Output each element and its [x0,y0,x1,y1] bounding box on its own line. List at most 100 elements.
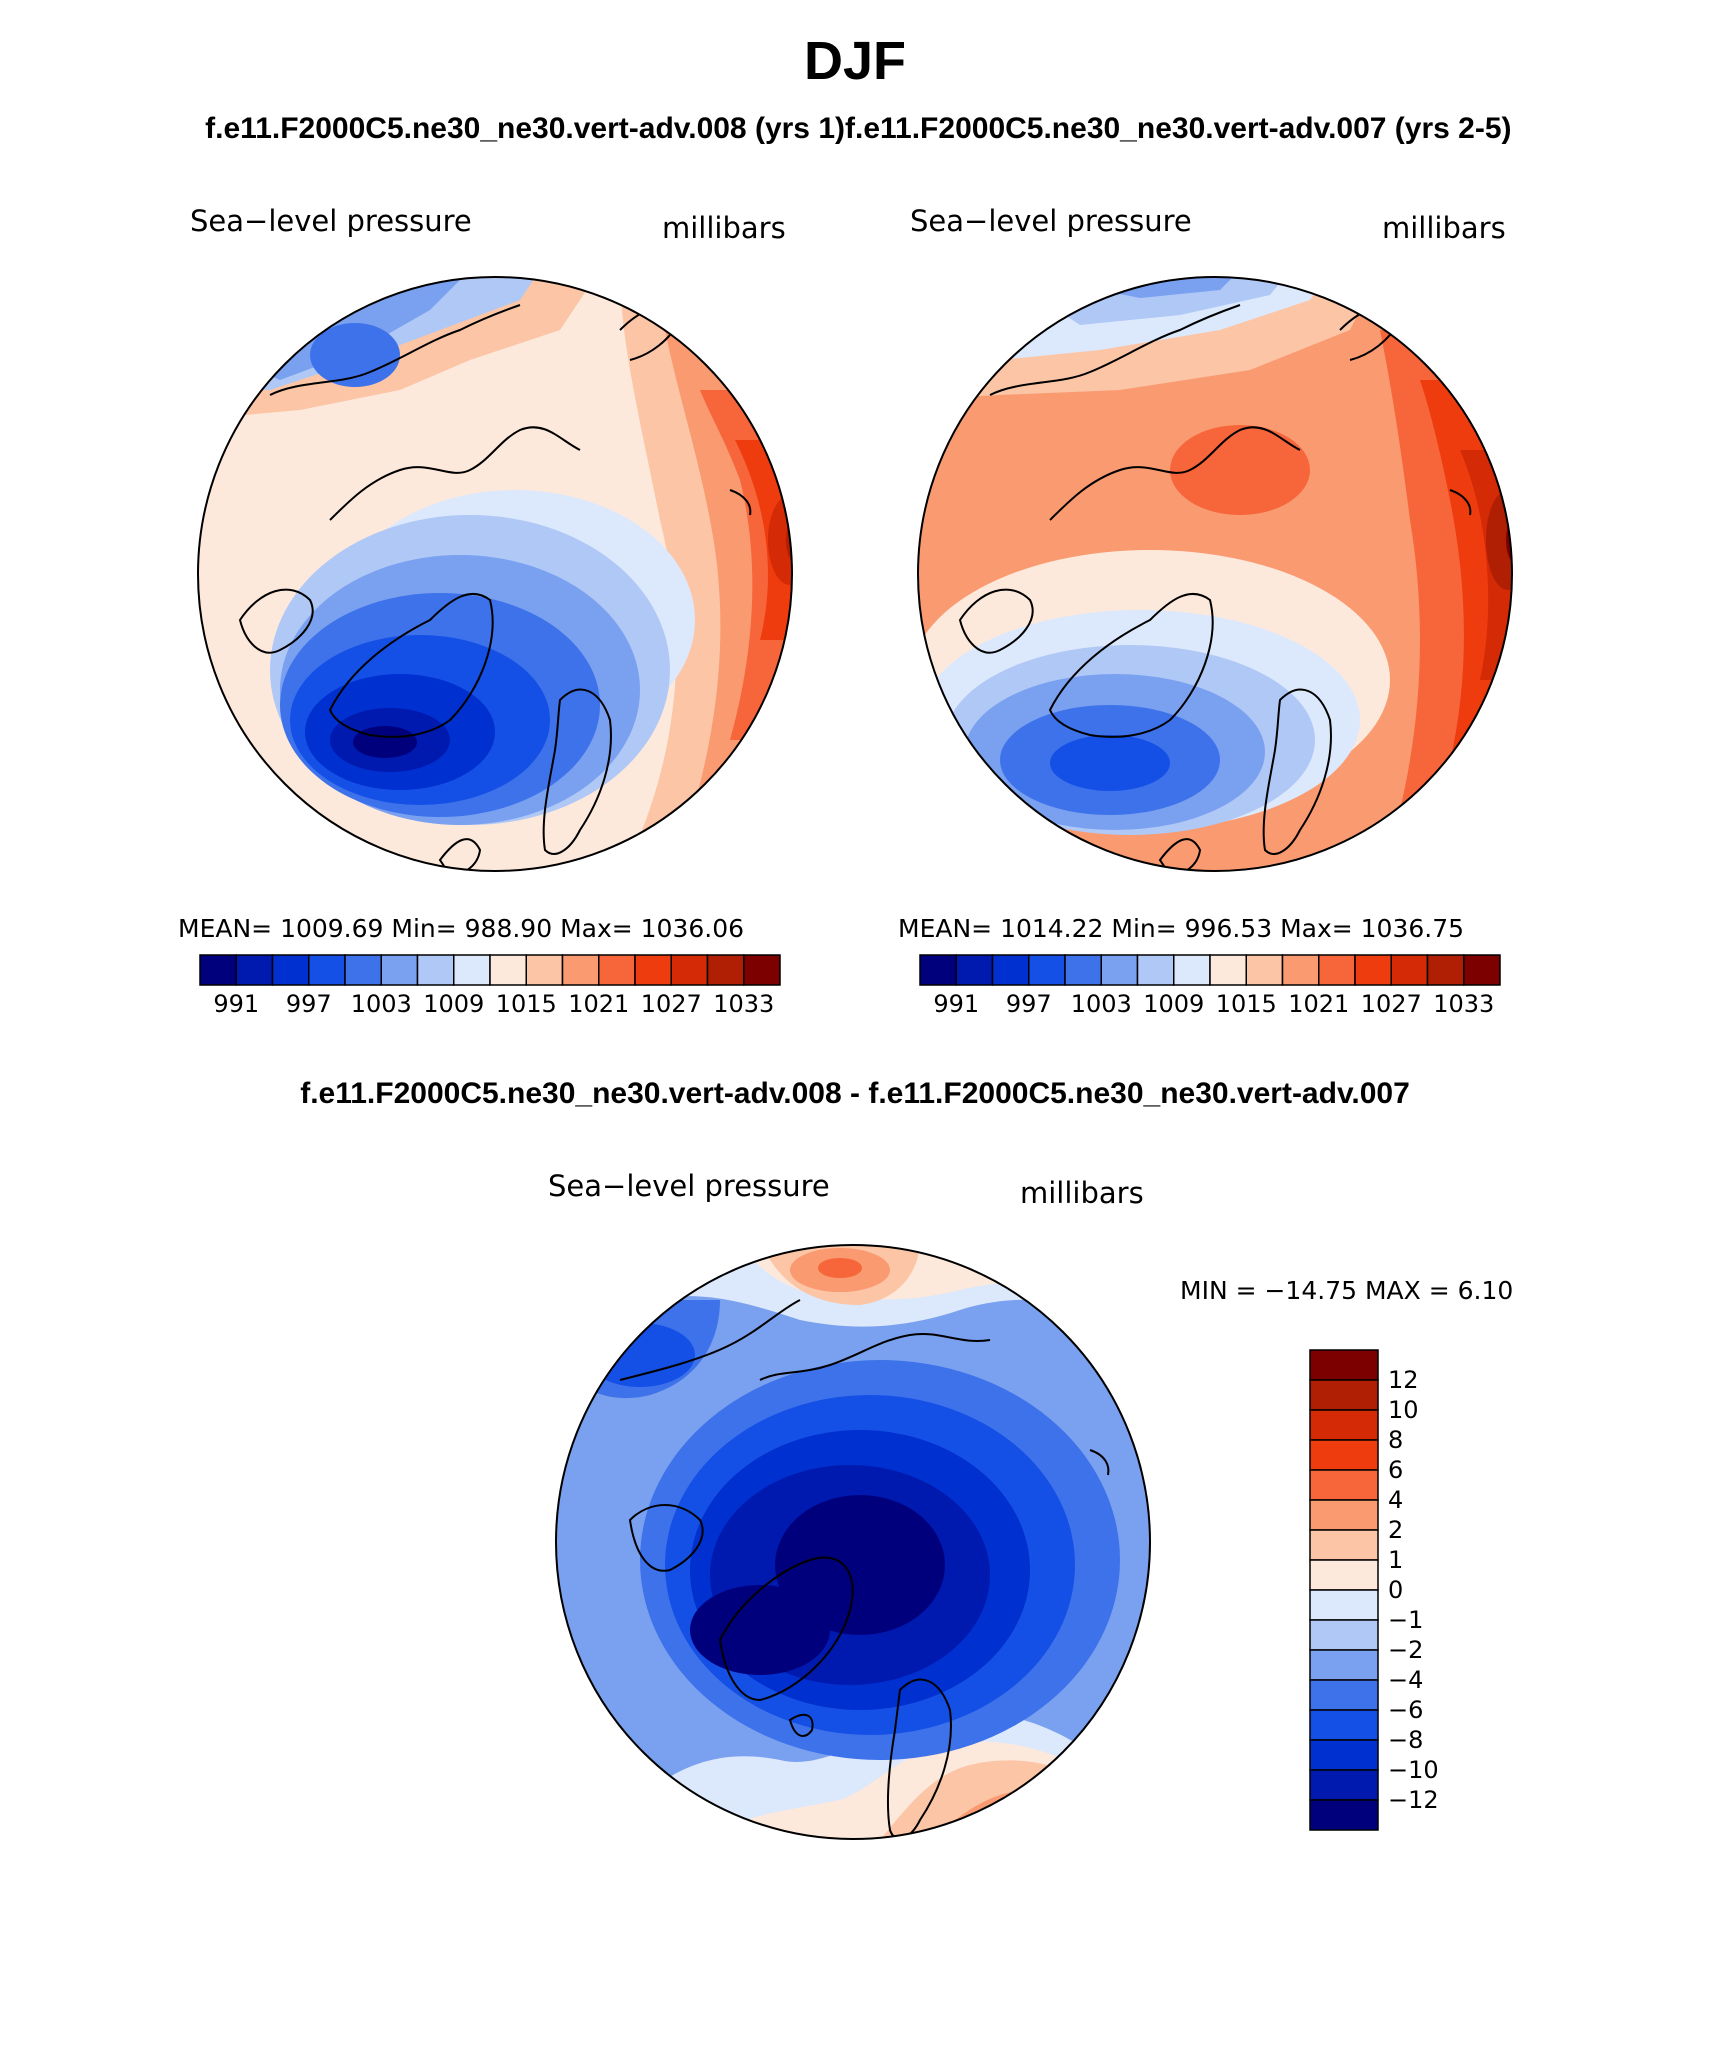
panel1-map-border [197,276,793,872]
colorbar-tick-label: 1021 [1288,990,1350,1018]
colorbar-box [1064,954,1102,986]
colorbar-box [525,954,564,986]
panel1-units-label: millibars [662,211,786,245]
colorbar-tick-label: −2 [1388,1636,1424,1664]
panel1-low-center [310,323,400,387]
colorbar-tick-label: 6 [1388,1456,1404,1484]
panel3-map-border [555,1244,1151,1840]
colorbar-box [1309,1679,1379,1711]
colorbar-box [1309,1379,1379,1411]
colorbar-box [1173,954,1211,986]
colorbar-tick-label: −1 [1388,1606,1424,1634]
colorbar-tick-label: 991 [213,990,260,1018]
colorbar-box [1309,1529,1379,1561]
panel2-map-border [917,276,1513,872]
colorbar-box [1463,954,1501,986]
colorbar-tick-label: 991 [933,990,980,1018]
panel2-high-center [1506,516,1512,564]
colorbar-box [1309,1649,1379,1681]
panel3-high-center [818,1258,862,1278]
colorbar-box [1309,1499,1379,1531]
panel2-variable-label: Sea−level pressure [910,204,1192,238]
panel1-colorbar [199,954,781,986]
colorbar-box [344,954,382,986]
panel2-stats: MEAN= 1014.22 Min= 996.53 Max= 1036.75 [898,914,1465,943]
panel1-stats: MEAN= 1009.69 Min= 988.90 Max= 1036.06 [178,914,745,943]
colorbar-box [561,954,600,986]
colorbar-box [271,954,310,986]
colorbar-tick-label: −10 [1388,1756,1439,1784]
panel3-coastlines [619,1299,1110,1839]
colorbar-box [235,954,274,986]
colorbar-tick-label: 1033 [1433,990,1495,1018]
colorbar-tick-label: 1 [1388,1546,1404,1574]
colorbar-box [380,954,419,986]
colorbar-box [1309,1349,1379,1381]
colorbar-box [1309,1769,1379,1801]
panel3-low-center [775,1495,945,1635]
figure-title: DJF [803,31,906,91]
colorbar-box [670,954,709,986]
colorbar-box [1309,1799,1379,1831]
colorbar-box [1309,1709,1379,1741]
panel2-units-label: millibars [1382,211,1506,245]
panel2-colorbar [919,954,1501,986]
colorbar-tick-label: −6 [1388,1696,1424,1724]
panel3-variable-label: Sea−level pressure [548,1169,830,1203]
colorbar-tick-label: 0 [1388,1576,1404,1604]
panel3-low-center [585,1323,695,1387]
colorbar-tick-label: −12 [1388,1786,1439,1814]
colorbar-tick-label: 1027 [640,990,702,1018]
colorbar-tick-label: −4 [1388,1666,1424,1694]
colorbar-box [453,954,491,986]
colorbar-box [416,954,455,986]
colorbar-tick-label: 1033 [713,990,775,1018]
colorbar-tick-label: 12 [1388,1366,1419,1394]
case-a-subtitle: f.e11.F2000C5.ne30_ne30.vert-adv.008 (yr… [205,112,845,145]
colorbar-box [743,954,781,986]
colorbar-tick-label: 1015 [495,990,557,1018]
panel1-variable-label: Sea−level pressure [190,204,472,238]
panel1-low-center [353,726,417,758]
colorbar-box [1309,1589,1379,1621]
colorbar-box [489,954,527,986]
colorbar-box [1028,954,1066,986]
colorbar-tick-label: 1009 [423,990,485,1018]
colorbar-box [1426,954,1465,986]
colorbar-box [1318,954,1356,986]
panel2-low-center [1050,735,1170,791]
colorbar-box [1309,1739,1379,1771]
colorbar-box [1309,1439,1379,1471]
colorbar-box [991,954,1030,986]
colorbar-tick-label: 1015 [1215,990,1277,1018]
case-b-subtitle: f.e11.F2000C5.ne30_ne30.vert-adv.007 (yr… [845,112,1512,145]
panel3-units-label: millibars [1020,1176,1144,1210]
colorbar-box [1390,954,1429,986]
colorbar-box [1209,954,1247,986]
colorbar-tick-label: −8 [1388,1726,1424,1754]
colorbar-box [1136,954,1175,986]
colorbar-tick-label: 1003 [1070,990,1132,1018]
panel2-map [917,276,1513,872]
colorbar-box [1281,954,1320,986]
colorbar-tick-label: 997 [285,990,332,1018]
difference-title: f.e11.F2000C5.ne30_ne30.vert-adv.008 - f… [300,1077,1410,1110]
colorbar-tick-label: 1021 [568,990,630,1018]
panel3-map [555,1244,1151,1840]
colorbar-box [706,954,745,986]
colorbar-box [1309,1619,1379,1651]
panel3-colorbar [1309,1349,1379,1831]
colorbar-tick-label: 8 [1388,1426,1404,1454]
colorbar-box [1100,954,1139,986]
colorbar-box [1354,954,1392,986]
colorbar-box [1309,1409,1379,1441]
colorbar-box [308,954,346,986]
colorbar-box [919,954,957,986]
panel3-low-center [690,1585,830,1675]
colorbar-tick-label: 1009 [1143,990,1205,1018]
colorbar-box [1309,1469,1379,1501]
panel2-coastlines [958,304,1472,871]
colorbar-tick-label: 4 [1388,1486,1404,1514]
colorbar-tick-label: 10 [1388,1396,1419,1424]
colorbar-box [1309,1559,1379,1591]
